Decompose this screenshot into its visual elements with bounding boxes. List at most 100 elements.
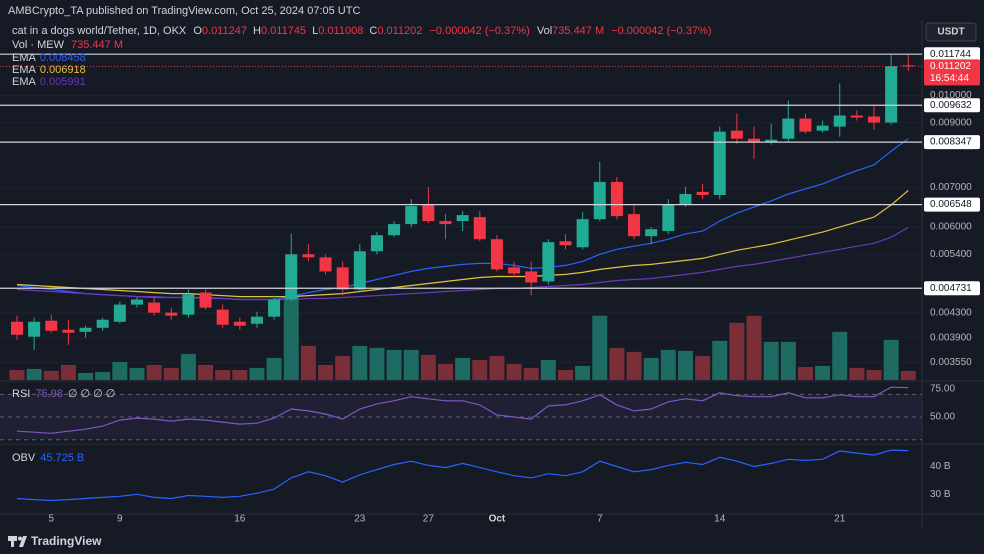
candle-body	[490, 239, 503, 270]
change: −0.000042 (−0.37%)	[429, 25, 529, 37]
volume-bar	[9, 369, 25, 380]
ohlc-value: 0.011247	[202, 25, 247, 37]
volume-bar	[900, 370, 916, 380]
candle-body	[233, 321, 246, 326]
candle-body	[336, 267, 349, 290]
volume-bar	[626, 351, 642, 380]
candle-body	[182, 294, 195, 315]
level-label: 0.009632	[930, 100, 972, 111]
candle-body	[148, 302, 161, 313]
candle-body	[11, 321, 23, 335]
candle-body	[542, 242, 555, 282]
y-tick-label: 0.003900	[930, 333, 972, 344]
volume-bar	[849, 367, 865, 380]
x-tick-label: 21	[834, 514, 846, 525]
candle-body	[816, 125, 829, 131]
volume-bar	[455, 357, 471, 380]
level-label: 0.011744	[930, 49, 971, 60]
candle-body	[610, 181, 623, 217]
volume-bar	[592, 315, 608, 380]
volume-bar	[129, 367, 145, 380]
ema-line	[16, 189, 909, 298]
brand-logo	[18, 536, 22, 541]
candle-body	[799, 118, 812, 132]
brand-name: TradingView	[31, 534, 102, 548]
level-tag	[924, 98, 980, 113]
candle-body	[388, 224, 401, 236]
candle-body	[473, 217, 486, 240]
candle-body	[748, 138, 761, 142]
candle-body	[130, 299, 143, 305]
volume-bar	[369, 347, 385, 380]
x-tick-label: 23	[354, 514, 366, 525]
y-tick-label: 0.004300	[930, 308, 972, 319]
currency: USDT	[937, 27, 964, 38]
x-tick-label: 7	[597, 514, 603, 525]
level-label: 0.004731	[930, 283, 972, 294]
indicator-legend: OBV 45.725 B	[12, 452, 84, 464]
volume-bar	[266, 357, 282, 380]
candle-body	[268, 299, 281, 317]
ohlc-value: 0.011202	[377, 25, 422, 37]
volume-bar	[78, 372, 94, 380]
vol-value: 735.447 M	[71, 39, 123, 51]
volume-bar	[146, 364, 162, 380]
volume-bar	[318, 364, 334, 380]
volume-bar	[300, 345, 316, 380]
indicator-name: OBV	[12, 452, 36, 464]
candle-body	[902, 65, 915, 67]
x-tick-label: 27	[423, 514, 435, 525]
candle-body	[576, 219, 589, 248]
volume-bar	[763, 341, 779, 380]
candle-body	[96, 319, 109, 328]
candle-body	[782, 118, 795, 139]
candle-body	[422, 204, 435, 222]
brand-logo	[11, 536, 14, 547]
candle-body	[250, 316, 263, 324]
volume-bar	[215, 369, 231, 380]
candle-body	[216, 309, 229, 325]
candle-body	[302, 254, 315, 258]
vol-label: Vol	[537, 25, 552, 37]
brand-logo	[19, 536, 27, 547]
volume-bar	[506, 363, 522, 380]
indicator-inputs: ∅ ∅ ∅ ∅	[68, 388, 116, 400]
candle-body	[165, 312, 178, 316]
y-tick-label: 0.006000	[930, 222, 972, 233]
y-tick-label: 75.00	[930, 383, 955, 394]
currency-box	[925, 22, 977, 42]
volume-bar	[26, 368, 42, 380]
candle-body	[765, 139, 778, 142]
volume-bar	[489, 355, 505, 380]
y-tick-label: 0.010000	[930, 90, 972, 101]
candle-body	[593, 181, 606, 220]
volume-bar	[797, 366, 813, 380]
ema-value: 0.008458	[40, 52, 86, 64]
ohlc-value: 0.011745	[261, 25, 306, 37]
ema-legend-entry: EMA 0.006918	[12, 64, 86, 76]
y-tick-label: 50.00	[930, 412, 955, 423]
candle-body	[370, 235, 383, 252]
indicator-line	[16, 386, 909, 434]
candle-body	[559, 241, 572, 246]
volume-bar	[815, 365, 831, 380]
volume-bar	[232, 369, 248, 380]
ema-name: EMA	[12, 64, 37, 76]
volume-bar	[883, 339, 899, 380]
candle-body	[319, 257, 332, 272]
level-tag	[924, 197, 980, 212]
volume-bar	[352, 345, 368, 380]
ohlc-value: 0.011008	[318, 25, 363, 37]
ema-value: 0.006918	[40, 64, 86, 76]
candle-body	[645, 229, 658, 237]
candle-body	[730, 130, 743, 139]
volume-bar	[609, 347, 625, 380]
vol-name: Vol · MEW	[12, 39, 65, 51]
ema-name: EMA	[12, 52, 37, 64]
volume-bar	[695, 355, 711, 380]
change: −0.000042 (−0.37%)	[611, 25, 711, 37]
candle-body	[696, 191, 709, 195]
symbol-title: cat in a dogs world/Tether, 1D, OKX	[12, 25, 187, 37]
y-tick-label: 0.003550	[930, 357, 972, 368]
